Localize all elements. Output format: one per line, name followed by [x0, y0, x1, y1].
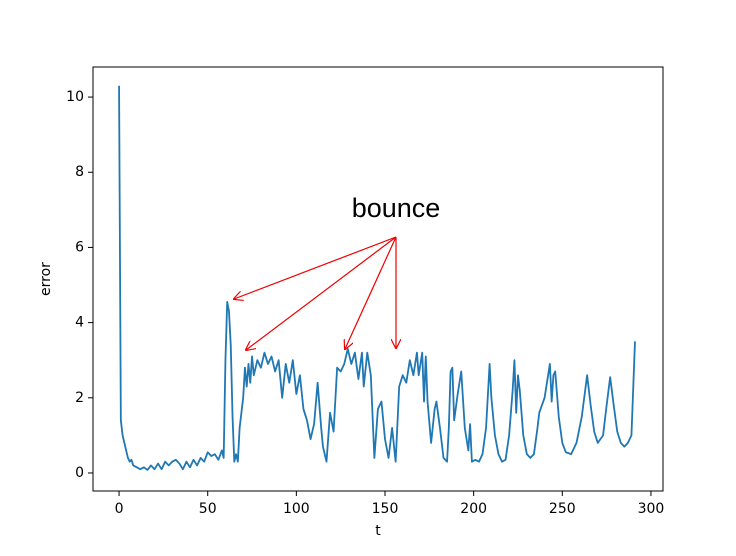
data-line — [118, 85, 636, 471]
x-tick-label: 0 — [115, 501, 124, 517]
plot-frame — [92, 66, 664, 492]
y-tick-label: 10 — [66, 89, 84, 105]
y-tick-label: 2 — [75, 390, 84, 406]
x-tick-label: 200 — [460, 501, 487, 517]
arrow — [246, 236, 397, 350]
x-axis-label: t — [375, 523, 381, 539]
x-tick-label: 250 — [549, 501, 576, 517]
x-tick-label: 150 — [372, 501, 399, 517]
arrow — [345, 236, 397, 349]
y-tick-label: 4 — [75, 315, 84, 331]
y-tick-label: 6 — [75, 239, 84, 255]
y-tick-label: 8 — [75, 164, 84, 180]
annotation-arrows — [234, 236, 397, 350]
x-tick-label: 100 — [283, 501, 310, 517]
annotation-text: bounce — [352, 193, 441, 223]
y-tick-label: 0 — [75, 465, 84, 481]
x-tick-label: 50 — [199, 501, 217, 517]
x-tick-label: 300 — [638, 501, 665, 517]
arrow — [234, 236, 397, 299]
y-axis-label: error — [38, 262, 54, 296]
